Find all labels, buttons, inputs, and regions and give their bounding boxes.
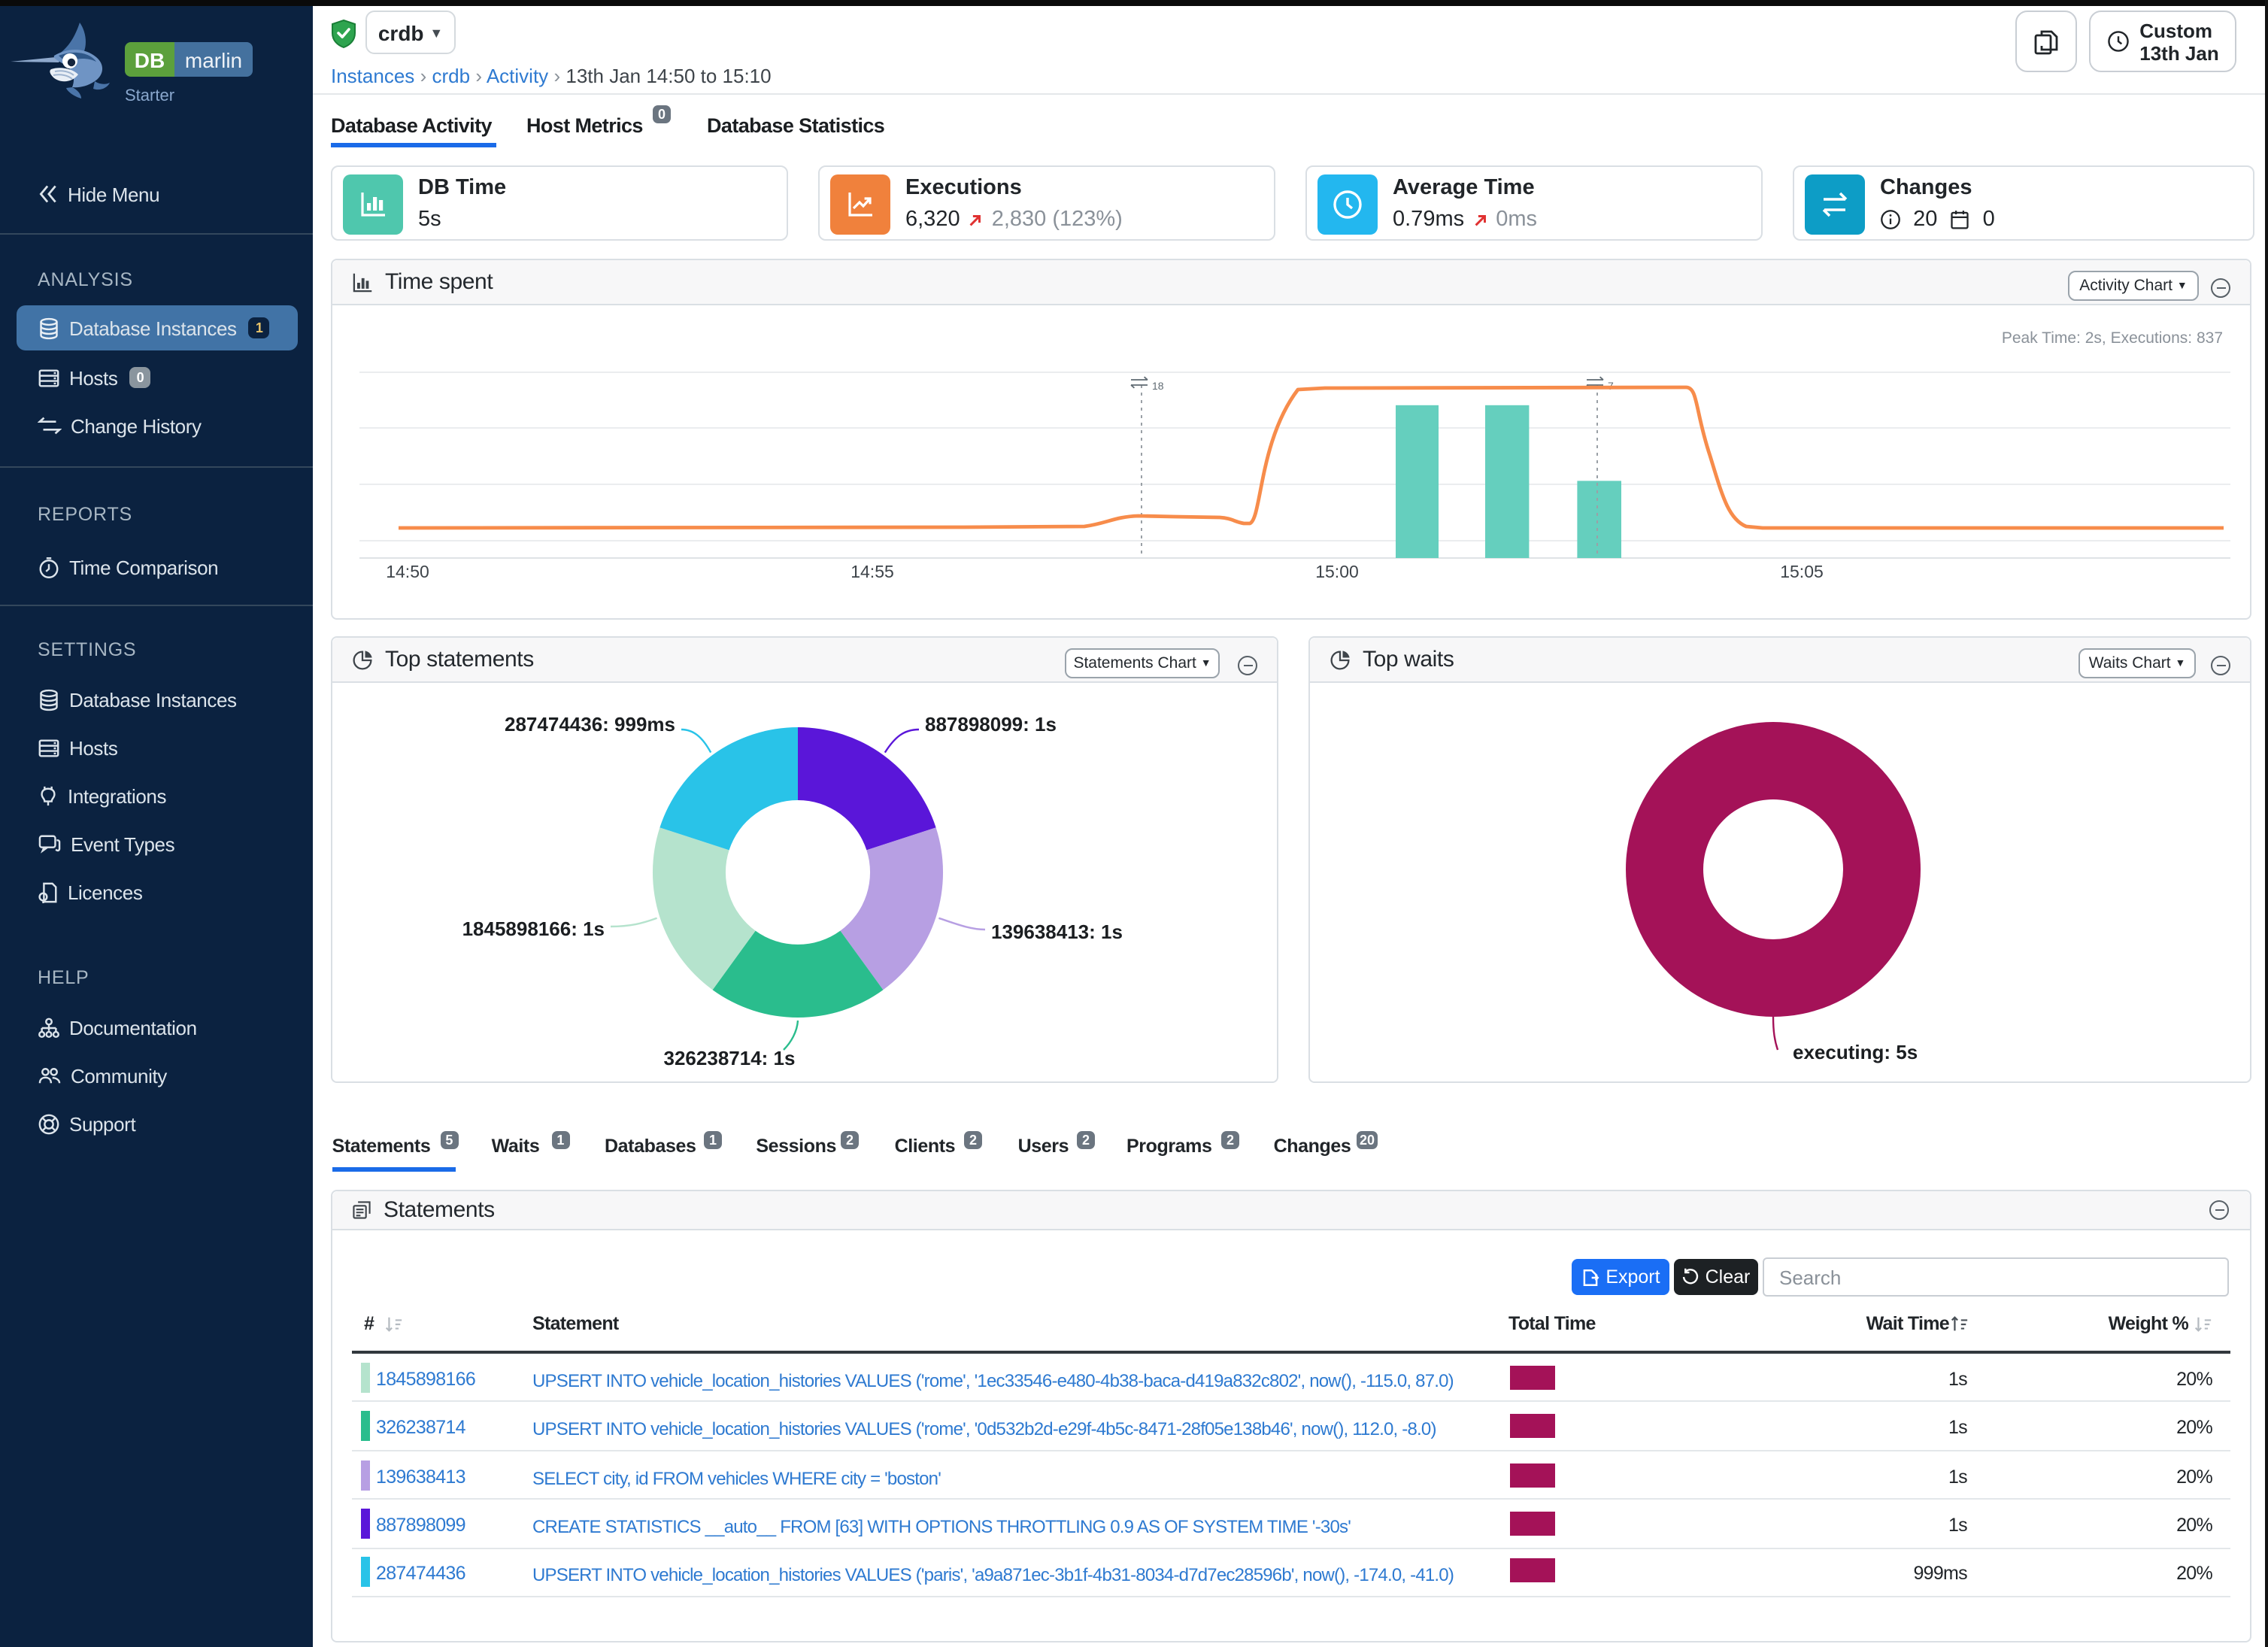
svg-text:287474436: 999ms: 287474436: 999ms [505,713,675,736]
svg-text:14:55: 14:55 [850,562,894,581]
svg-text:15:05: 15:05 [1780,562,1824,581]
svg-text:Peak Time: 2s, Executions: 837: Peak Time: 2s, Executions: 837 [2002,329,2223,347]
svg-text:1845898166: 1s: 1845898166: 1s [462,918,605,940]
svg-text:326238714: 1s: 326238714: 1s [664,1047,796,1069]
svg-text:15:00: 15:00 [1315,562,1359,581]
svg-text:executing: 5s: executing: 5s [1793,1041,1918,1063]
svg-text:18: 18 [1152,380,1164,392]
svg-text:139638413: 1s: 139638413: 1s [991,921,1123,943]
svg-text:14:50: 14:50 [386,562,429,581]
svg-text:887898099: 1s: 887898099: 1s [925,713,1057,736]
